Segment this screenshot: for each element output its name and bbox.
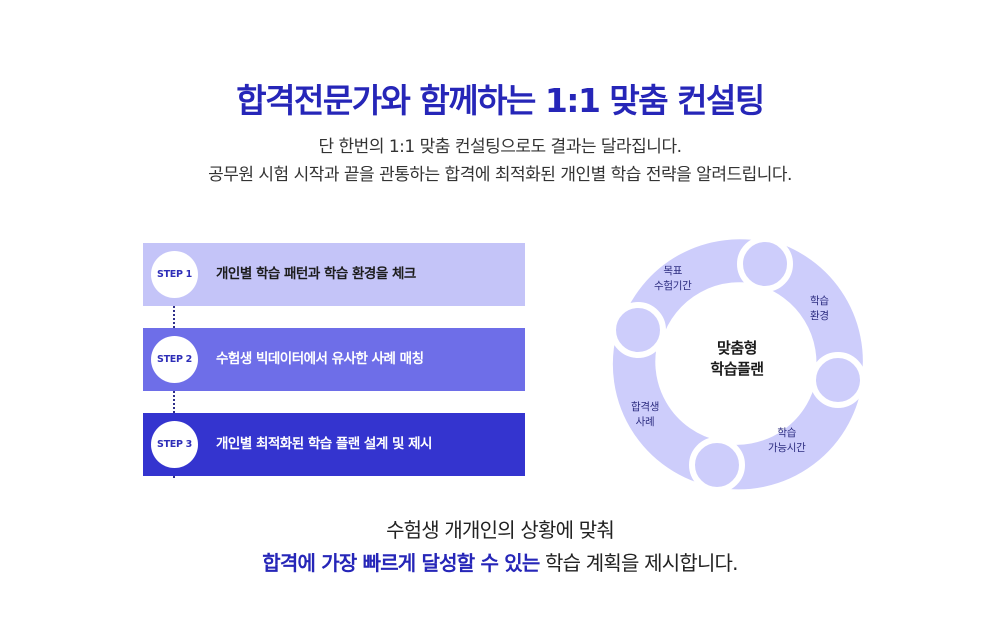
segment-label-available-time: 학습 가능시간 (768, 427, 806, 454)
step-2-bar: STEP 2 수험생 빅데이터에서 유사한 사례 매칭 (143, 328, 525, 391)
page-title: 합격전문가와 함께하는 1:1 맞춤 컨설팅 (236, 81, 765, 120)
learning-plan-cycle-diagram: 목표 수험기간 학습 환경 학습 가능시간 합격생 사례 맞춤형 학습플랜 (602, 228, 872, 498)
step-3-bar: STEP 3 개인별 최적화된 학습 플랜 설계 및 제시 (143, 413, 525, 476)
description-line-2: 공무원 시험 시작과 끝을 관통하는 합격에 최적화된 개인별 학습 전략을 알… (208, 165, 792, 185)
summary-rest: 학습 계획을 제시합니다. (539, 551, 738, 575)
cycle-ring (606, 232, 870, 496)
summary-line-2: 합격에 가장 빠르게 달성할 수 있는 학습 계획을 제시합니다. (0, 547, 1000, 580)
segment-label-environment: 학습 환경 (810, 295, 829, 322)
step-1-label: 개인별 학습 패턴과 학습 환경을 체크 (216, 266, 416, 282)
step-connector (173, 383, 175, 421)
step-2-badge: STEP 2 (151, 336, 198, 383)
step-3-badge: STEP 3 (151, 421, 198, 468)
step-2-label: 수험생 빅데이터에서 유사한 사례 매칭 (216, 351, 424, 367)
step-1-badge: STEP 1 (151, 251, 198, 298)
cycle-joint-top (737, 236, 793, 292)
description-line-1: 단 한번의 1:1 맞춤 컨설팅으로도 결과는 달라집니다. (318, 137, 683, 157)
step-connector (173, 298, 175, 336)
step-3-label: 개인별 최적화된 학습 플랜 설계 및 제시 (216, 436, 432, 452)
step-1-bar: STEP 1 개인별 학습 패턴과 학습 환경을 체크 (143, 243, 525, 306)
cycle-joint-left (610, 302, 666, 358)
page-description: 단 한번의 1:1 맞춤 컨설팅으로도 결과는 달라집니다. 공무원 시험 시작… (0, 133, 1000, 189)
segment-label-success-cases: 합격생 사례 (631, 401, 660, 428)
summary-highlight: 합격에 가장 빠르게 달성할 수 있는 (262, 551, 540, 575)
segment-label-goal-period: 목표 수험기간 (654, 265, 692, 292)
cycle-joint-bottom (689, 437, 745, 493)
cycle-center-label: 맞춤형 학습플랜 (710, 339, 764, 378)
cycle-joint-right (810, 352, 866, 408)
summary-line-1: 수험생 개개인의 상황에 맞춰 (386, 518, 615, 542)
cycle-center (665, 291, 809, 435)
summary-text: 수험생 개개인의 상황에 맞춰 합격에 가장 빠르게 달성할 수 있는 학습 계… (0, 514, 1000, 580)
